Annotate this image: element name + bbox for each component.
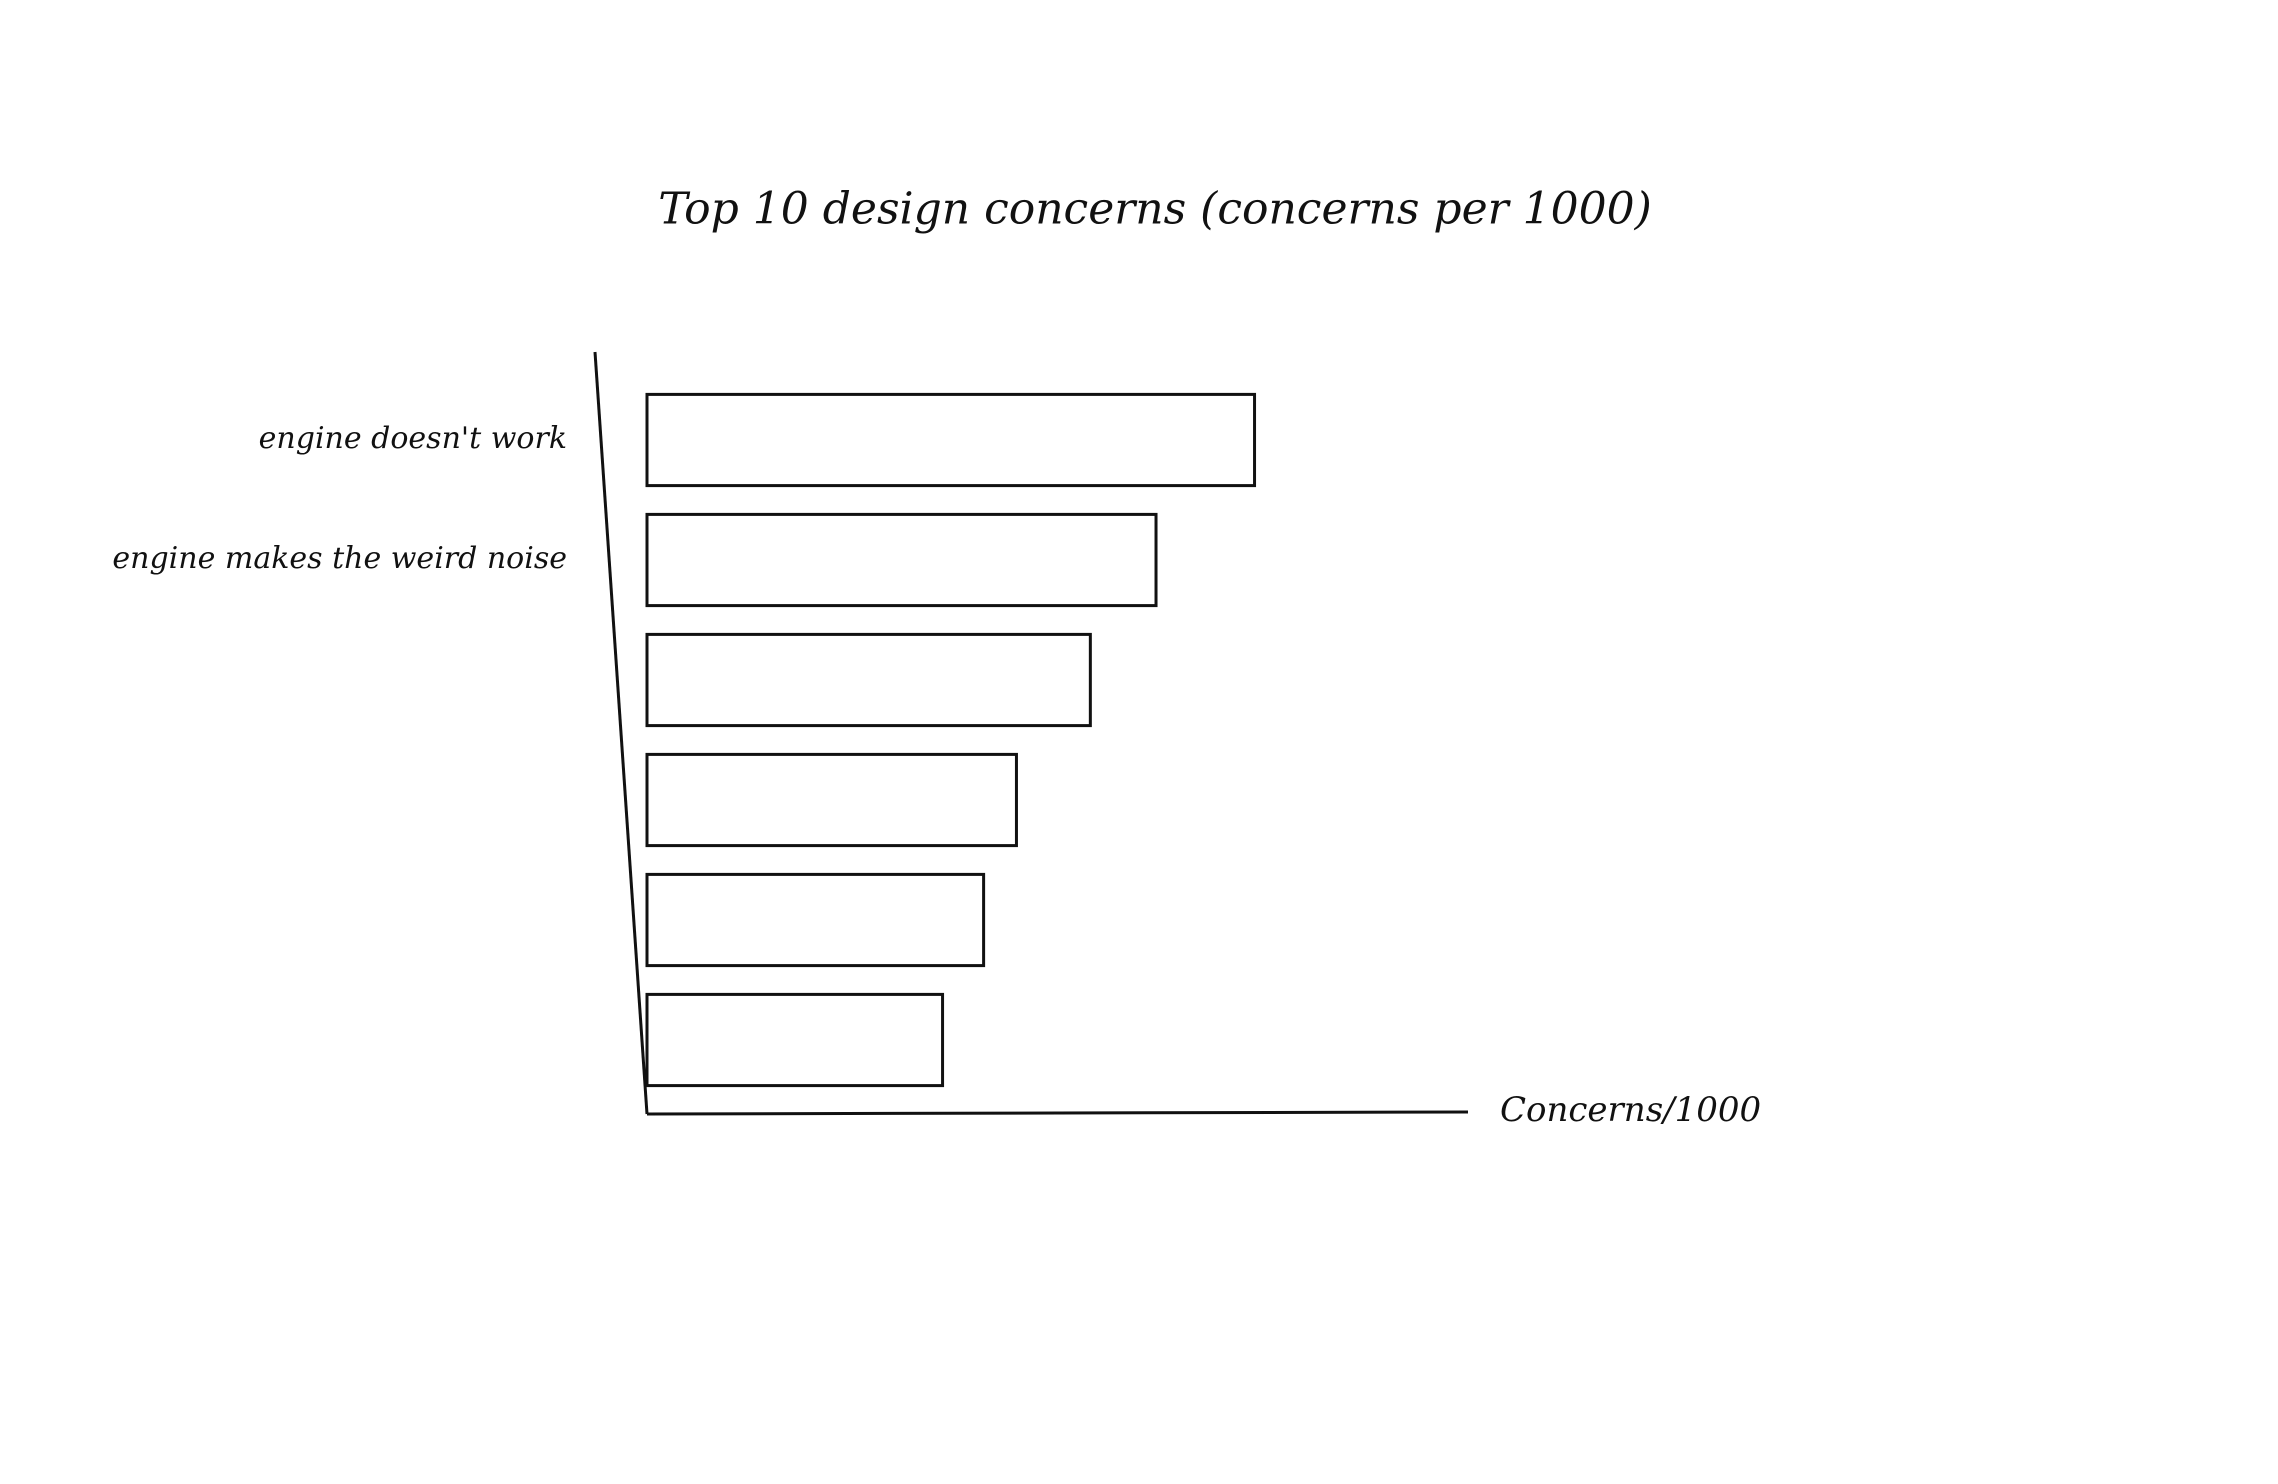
x-axis xyxy=(646,1110,1469,1116)
chart-title: Top 10 design concerns (concerns per 100… xyxy=(658,184,1652,235)
bar xyxy=(645,512,1158,608)
y-tick-label: engine doesn't work xyxy=(259,421,567,456)
bar xyxy=(645,392,1257,488)
y-tick-label: engine makes the weird noise xyxy=(112,541,567,576)
bar xyxy=(645,992,945,1088)
x-axis-label: Concerns/1000 xyxy=(1500,1090,1761,1130)
bar xyxy=(645,632,1092,728)
bar xyxy=(645,872,986,968)
bar xyxy=(645,752,1018,848)
y-axis xyxy=(593,351,649,1115)
